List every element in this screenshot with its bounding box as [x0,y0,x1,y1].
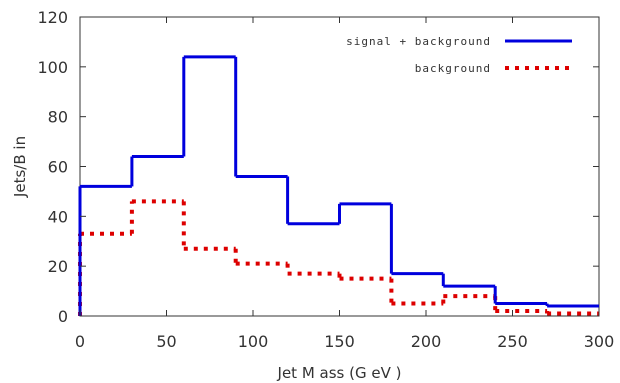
y-tick-label: 80 [48,108,68,127]
y-tick-label: 60 [48,158,68,177]
legend: signal + background background [346,35,572,75]
legend-label: background [415,62,491,75]
x-tick-label: 250 [497,332,528,351]
tick-layer: 0 50 100 150 200 250 300 0 20 40 60 80 100 120 [37,8,614,351]
x-tick-label: 300 [584,332,615,351]
x-tick-label: 100 [238,332,269,351]
series-layer [78,55,599,316]
y-tick-label: 100 [37,58,68,77]
series-signal-background [78,55,599,316]
y-tick-label: 120 [37,8,68,27]
y-tick-label: 20 [48,257,68,276]
legend-label: signal + background [346,35,491,48]
x-tick-label: 200 [411,332,442,351]
y-tick-label: 0 [58,307,68,326]
x-tick-label: 0 [75,332,85,351]
plot-area [79,16,600,317]
x-tick-label: 150 [324,332,355,351]
x-axis-label: Jet M ass (G eV ) [277,364,402,382]
y-tick-label: 40 [48,207,68,226]
x-tick-label: 50 [156,332,176,351]
y-axis-label: Jets/B in [11,136,29,198]
plot-frame [79,16,600,317]
